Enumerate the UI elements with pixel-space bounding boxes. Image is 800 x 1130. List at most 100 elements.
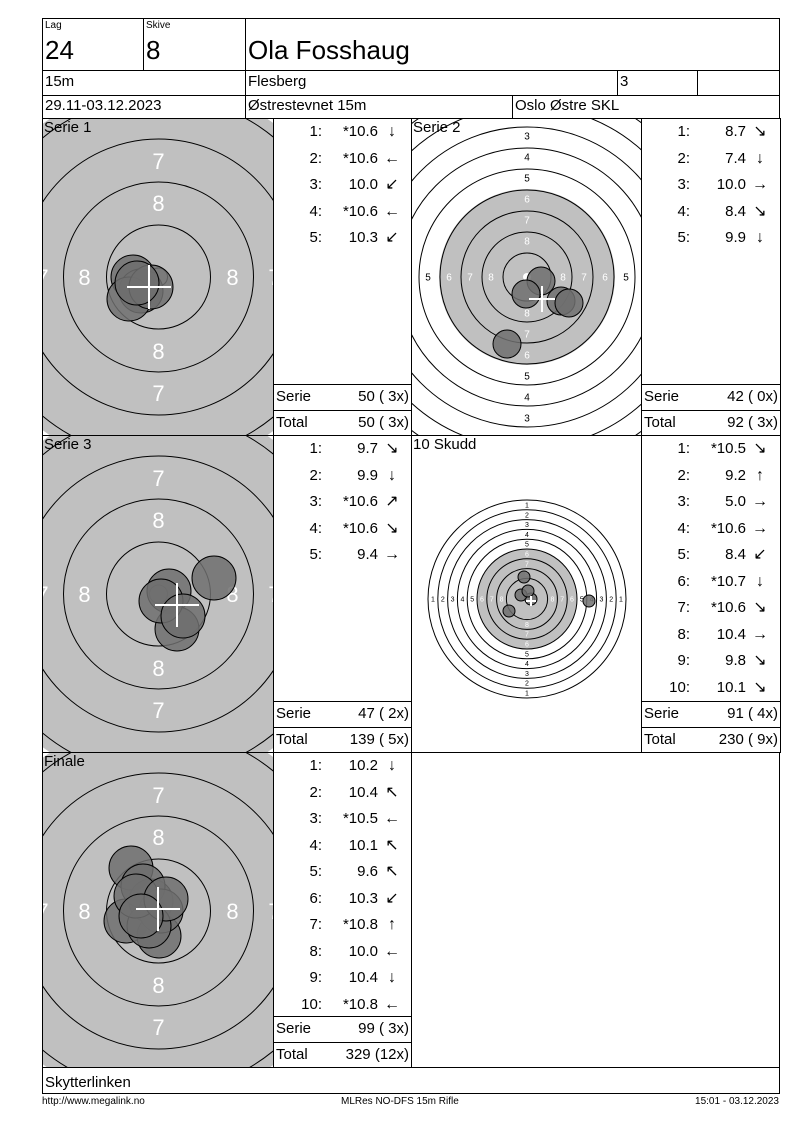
ring-number: 2: [525, 681, 529, 688]
shot-value: 10.1: [716, 678, 746, 696]
ring-number: 4: [524, 153, 530, 164]
shot-number: 6:: [677, 572, 690, 590]
shot-direction-arrow-icon: ↘: [753, 440, 767, 457]
shot-row: 3: 10.0 →: [642, 172, 778, 198]
skive-value: 8: [146, 35, 161, 65]
shot-row: 3: 10.0 ↙: [274, 172, 410, 198]
shot-direction-arrow-icon: ↘: [753, 202, 767, 220]
shot-value: 9.7: [357, 440, 378, 457]
shot-value: *10.5: [710, 440, 746, 457]
shot-row: 2: 10.4 ↖: [274, 780, 410, 806]
total-label: Total: [276, 731, 308, 748]
shot-number: 9:: [309, 969, 322, 986]
shot-number: 1:: [309, 757, 322, 774]
shot-row: 4: *10.6 →: [642, 516, 778, 542]
shot-number: 2:: [309, 783, 322, 801]
shot-row: 5: 9.9 ↓: [642, 225, 778, 251]
ring-number: 7: [43, 265, 49, 290]
series-title: Serie 2: [413, 119, 461, 136]
shot-row: 1: 10.2 ↓: [274, 753, 410, 779]
footer-url[interactable]: http://www.megalink.no: [42, 1096, 145, 1107]
footer-program: MLRes NO-DFS 15m Rifle: [341, 1096, 459, 1107]
ring-5: [418, 168, 636, 386]
shot-number: 1:: [677, 123, 690, 140]
ring-number: 1: [619, 597, 623, 604]
ring-number: 7: [525, 632, 529, 639]
shot-direction-arrow-icon: ←: [384, 942, 400, 960]
ring-number: 7: [268, 582, 274, 607]
shot-number: 10:: [669, 678, 690, 696]
shot-value: 10.0: [348, 942, 378, 960]
series-title: Serie 1: [44, 119, 92, 136]
shot-hole: [521, 584, 535, 598]
shot-row: 3: 5.0 →: [642, 489, 778, 515]
ring-8: [63, 815, 254, 1007]
ring-number: 8: [152, 508, 164, 533]
shot-hole: [160, 593, 206, 639]
shot-direction-arrow-icon: ←: [384, 149, 400, 167]
ring-number: 6: [525, 552, 529, 559]
shot-direction-arrow-icon: ↙: [385, 229, 399, 246]
total-row: Total 329 (12x): [274, 1042, 411, 1067]
shot-direction-arrow-icon: ↙: [385, 176, 399, 193]
ring-8: [63, 181, 254, 373]
ring-8: [481, 231, 573, 323]
shot-number: 2:: [309, 149, 322, 167]
shot-row: 5: 10.3 ↙: [274, 225, 410, 251]
ring-number: 5: [524, 372, 530, 383]
shot-number: 3:: [309, 176, 322, 193]
skive-label: Skive: [146, 20, 171, 31]
shot-value: 10.0: [348, 176, 378, 193]
ring-number: 5: [524, 174, 530, 185]
target-2: Serie 2333344445555666677778888: [411, 118, 642, 436]
ring-number: 7: [152, 698, 164, 723]
target-5: Finale 7 7 7 7 8 8 8 8: [42, 752, 274, 1068]
ring-number: 3: [451, 597, 455, 604]
shot-direction-arrow-icon: ↘: [385, 519, 399, 537]
shot-value: *10.6: [710, 519, 746, 537]
ring-number: 8: [226, 899, 238, 924]
ring-number: 6: [525, 642, 529, 649]
ring-number: 7: [467, 273, 473, 284]
dates: 29.11-03.12.2023: [45, 97, 162, 114]
shot-value: *10.6: [342, 493, 378, 510]
shot-hole: [191, 555, 237, 601]
ring-7: [43, 455, 273, 733]
shot-row: 8: 10.4 →: [642, 622, 778, 648]
target-3: Serie 377778888: [42, 435, 274, 753]
ring-number: 8: [560, 273, 566, 284]
ring-number: 8: [550, 597, 554, 604]
shot-direction-arrow-icon: ↘: [753, 652, 767, 669]
shot-hole: [114, 260, 160, 306]
shot-number: 3:: [677, 176, 690, 193]
shot-row: 2: 7.4 ↓: [642, 146, 778, 172]
shot-value: *10.8: [342, 916, 378, 933]
distance: 15m: [45, 73, 75, 90]
ring-1: [427, 499, 627, 699]
ring-number: 8: [525, 622, 529, 629]
shooter-name: Ola Fosshaug: [248, 35, 410, 65]
bottom-cell: Skytterlinken: [42, 1067, 780, 1094]
class: 3: [620, 73, 629, 90]
footer-timestamp: 15:01 - 03.12.2023: [695, 1096, 779, 1107]
shot-value: 9.4: [357, 546, 378, 563]
total-row: Total 230 ( 9x): [642, 727, 780, 752]
shot-value: 10.4: [716, 625, 746, 643]
shot-hole: [511, 279, 541, 309]
shot-direction-arrow-icon: ↙: [753, 546, 767, 563]
shot-direction-arrow-icon: ↓: [388, 466, 396, 484]
organizer-cell: Oslo Østre SKL: [512, 95, 780, 119]
shot-number: 4:: [677, 519, 690, 537]
shot-row: 1: *10.5 ↘: [642, 436, 778, 462]
shot-direction-arrow-icon: →: [752, 493, 768, 510]
total-label: Total: [644, 414, 676, 431]
ring-number: 4: [525, 532, 529, 539]
ring-3: [447, 519, 607, 679]
ring-number: 7: [524, 330, 530, 341]
shot-number: 4:: [309, 836, 322, 854]
total-value: 139 ( 5x): [349, 731, 409, 748]
ring-number: 7: [581, 273, 587, 284]
shot-direction-arrow-icon: ↓: [756, 572, 764, 590]
ring-7: [486, 558, 568, 640]
